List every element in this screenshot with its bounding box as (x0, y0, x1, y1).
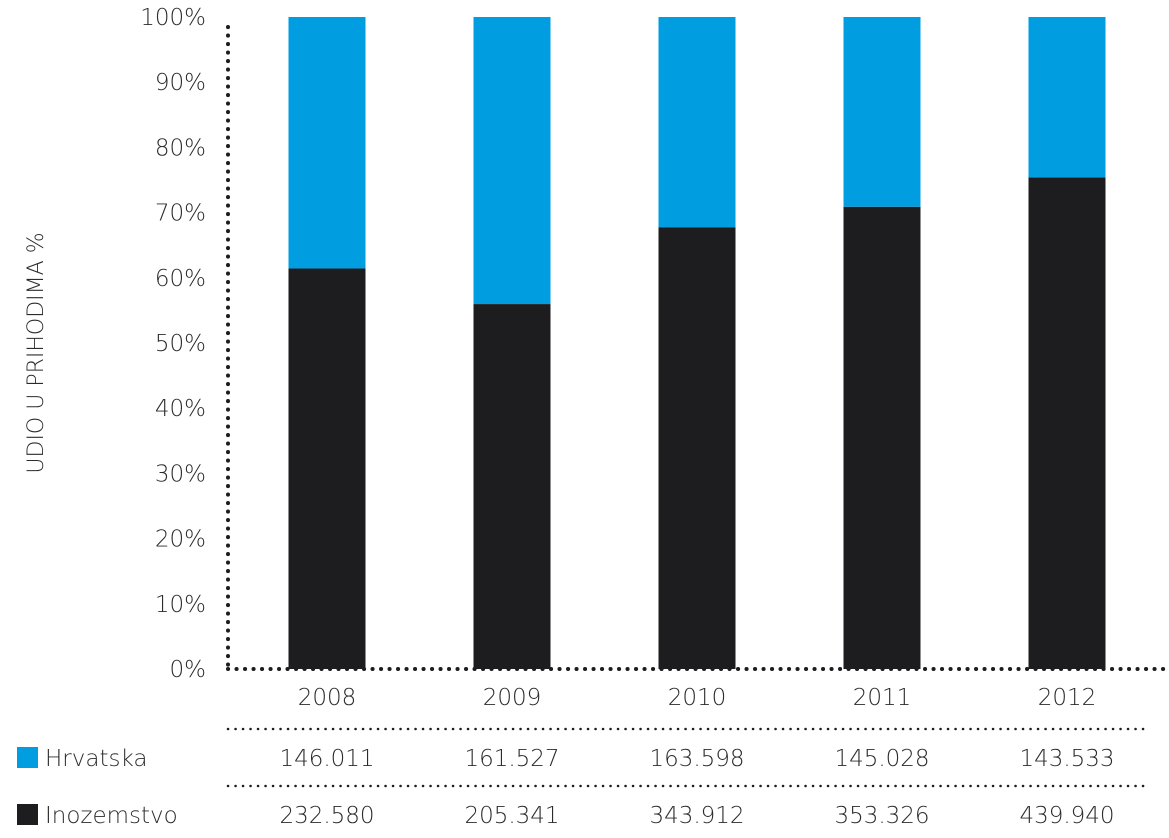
x-axis-ticks: 2008 2009 2010 2011 2012 (298, 685, 1097, 711)
table-cell: 146.011 (279, 746, 374, 772)
bar-hrvatska-2008 (288, 17, 366, 269)
table-cell: 439.940 (1019, 803, 1114, 829)
table-cell: 143.533 (1019, 746, 1114, 772)
x-tick-label: 2010 (668, 685, 727, 711)
bars (288, 17, 1106, 669)
bar-inozemstvo-2008 (288, 268, 366, 669)
table-cell: 205.341 (464, 803, 559, 829)
y-tick-label: 70% (155, 201, 206, 227)
bar-hrvatska-2010 (658, 17, 736, 228)
bar-hrvatska-2009 (473, 17, 551, 305)
bar-inozemstvo-2009 (473, 304, 551, 669)
y-tick-label: 20% (155, 527, 206, 553)
table-cell: 353.326 (834, 803, 929, 829)
y-axis-ticks: 0% 10% 20% 30% 40% 50% 60% 70% 80% 90% 100% (140, 5, 206, 683)
y-tick-label: 90% (155, 70, 206, 96)
x-tick-label: 2011 (853, 685, 912, 711)
y-tick-label: 10% (155, 592, 206, 618)
y-tick-label: 50% (155, 331, 206, 357)
y-tick-label: 80% (155, 135, 206, 161)
table-cell: 163.598 (649, 746, 744, 772)
bar-inozemstvo-2012 (1028, 177, 1106, 669)
x-tick-label: 2012 (1038, 685, 1097, 711)
bar-inozemstvo-2011 (843, 206, 921, 669)
legend-swatch-hrvatska (17, 747, 38, 768)
x-tick-label: 2008 (298, 685, 357, 711)
y-tick-label: 60% (155, 266, 206, 292)
table-cell: 343.912 (649, 803, 744, 829)
legend-label-hrvatska: Hrvatska (45, 746, 147, 772)
bar-inozemstvo-2010 (658, 227, 736, 669)
y-tick-label: 40% (155, 396, 206, 422)
legend-label-inozemstvo: Inozemstvo (45, 803, 178, 829)
legend-swatch-inozemstvo (17, 804, 38, 825)
data-table: Hrvatska 146.011 161.527 163.598 145.028 143.… (17, 727, 1148, 829)
table-cell: 232.580 (279, 803, 374, 829)
bar-hrvatska-2012 (1028, 17, 1106, 178)
y-tick-label: 30% (155, 461, 206, 487)
y-tick-label: 0% (170, 657, 207, 683)
y-tick-label: 100% (140, 5, 206, 31)
table-cell: 161.527 (464, 746, 559, 772)
table-cell: 145.028 (834, 746, 929, 772)
x-tick-label: 2009 (483, 685, 542, 711)
bar-hrvatska-2011 (843, 17, 921, 207)
y-axis-label: UDIO U PRIHODIMA % (24, 232, 49, 473)
